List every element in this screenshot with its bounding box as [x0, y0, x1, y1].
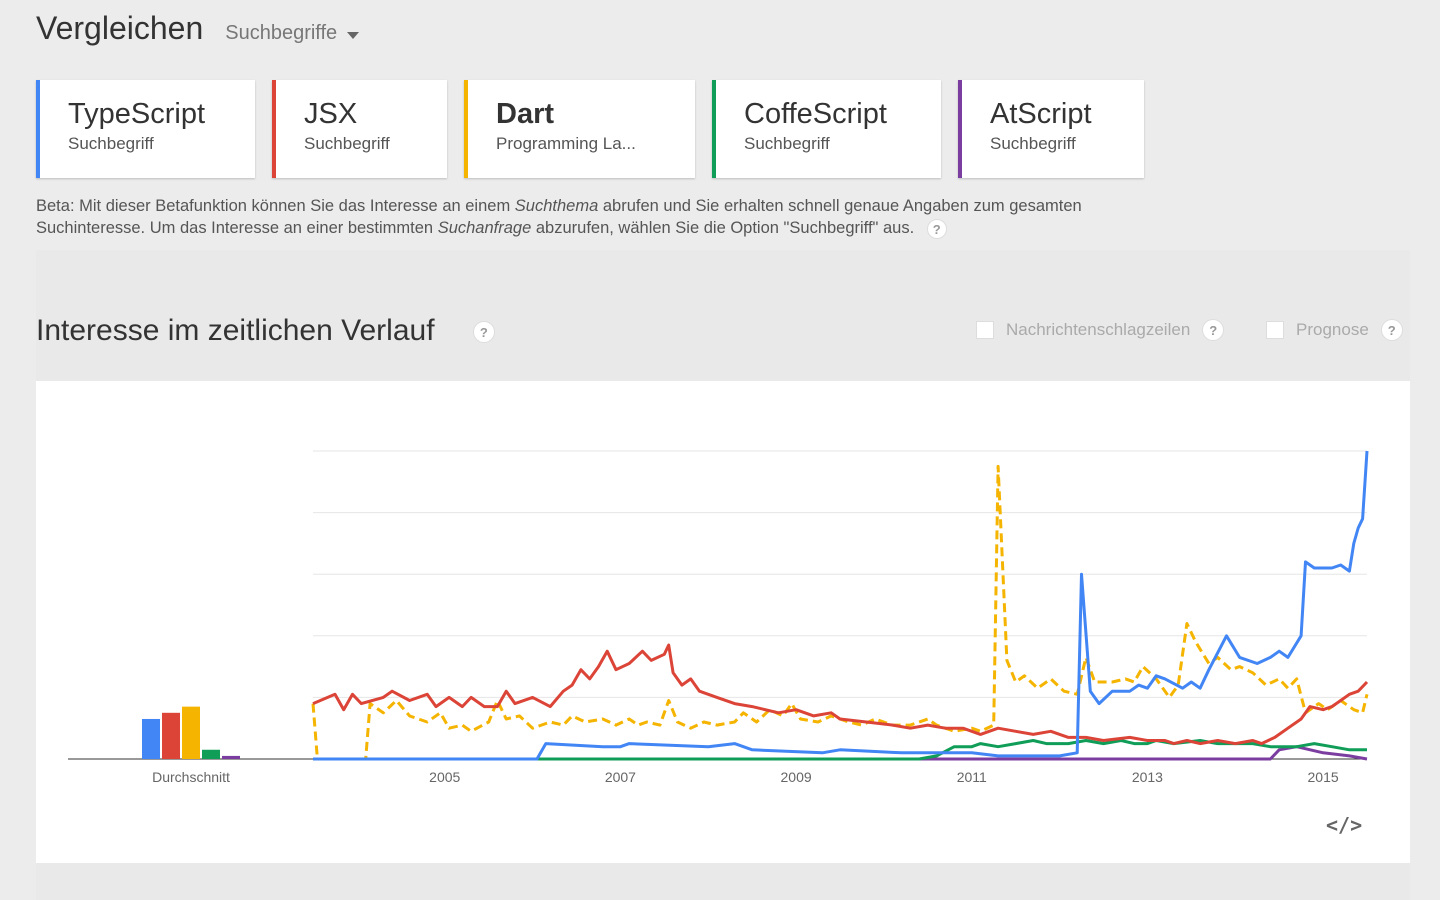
- average-bar: [142, 718, 160, 759]
- interest-chart: Durchschnitt 2005 2007 2009 2011 2013 2015 </>: [36, 381, 1410, 863]
- term-type: Suchbegriff: [68, 134, 154, 153]
- help-icon[interactable]: ?: [926, 218, 947, 239]
- series-line: [312, 643, 1369, 746]
- series-line: [313, 739, 1367, 761]
- average-bar: [162, 712, 180, 759]
- help-icon[interactable]: ?: [472, 321, 495, 344]
- x-tick-label: 2009: [781, 769, 812, 785]
- search-type-dropdown[interactable]: Suchbegriffe: [225, 22, 360, 45]
- term-card-typescript[interactable]: TypeScript Suchbegriff: [36, 80, 255, 178]
- x-tick-label: 2013: [1132, 769, 1163, 785]
- beta-text: Beta: Mit dieser Betafunktion können Sie…: [36, 197, 515, 215]
- x-tick-label: 2007: [605, 769, 636, 785]
- beta-notice: Beta: Mit dieser Betafunktion können Sie…: [36, 195, 1126, 239]
- caret-down-icon: [347, 32, 360, 39]
- term-color-bar: [464, 80, 468, 178]
- term-name: AtScript: [990, 98, 1092, 130]
- section-header: Interesse im zeitlichen Verlauf ?: [36, 314, 495, 348]
- term-name: JSX: [304, 98, 358, 130]
- term-card-dart[interactable]: Dart Programming La...: [464, 80, 695, 178]
- help-icon[interactable]: ?: [1380, 319, 1403, 341]
- help-icon[interactable]: ?: [1202, 319, 1225, 341]
- term-name: TypeScript: [68, 98, 205, 130]
- search-type-dropdown-label: Suchbegriffe: [225, 22, 338, 44]
- term-color-bar: [958, 80, 962, 178]
- term-type: Suchbegriff: [744, 134, 830, 153]
- news-headlines-option: Nachrichtenschlagzeilen ?: [976, 319, 1225, 341]
- beta-text: abrufen und Sie erhalten schnell genaue …: [36, 197, 1082, 237]
- term-color-bar: [272, 80, 276, 178]
- average-bar: [202, 749, 220, 759]
- term-name: CoffeScript: [744, 98, 887, 130]
- term-color-bar: [712, 80, 716, 178]
- x-tick-label: 2015: [1308, 769, 1339, 785]
- term-type: Programming La...: [496, 134, 636, 153]
- forecast-label: Prognose: [1296, 320, 1369, 339]
- forecast-checkbox[interactable]: [1266, 321, 1284, 339]
- x-tick-label: 2011: [957, 769, 987, 785]
- term-color-bar: [36, 80, 40, 178]
- section-title: Interesse im zeitlichen Verlauf: [36, 314, 435, 347]
- series-line: [313, 450, 1369, 761]
- embed-code-icon[interactable]: </>: [1326, 813, 1363, 837]
- header: Vergleichen Suchbegriffe: [36, 10, 360, 47]
- chart-svg: Durchschnitt 2005 2007 2009 2011 2013 2015: [68, 450, 1369, 785]
- beta-emphasis: Suchthema: [514, 197, 599, 215]
- beta-text: abzurufen, wählen Sie die Option "Suchbe…: [531, 219, 915, 237]
- term-card-coffescript[interactable]: CoffeScript Suchbegriff: [712, 80, 941, 178]
- average-label: Durchschnitt: [152, 769, 230, 785]
- term-name: Dart: [496, 98, 555, 130]
- term-card-jsx[interactable]: JSX Suchbegriff: [272, 80, 447, 178]
- forecast-option: Prognose ?: [1266, 319, 1403, 341]
- term-card-atscript[interactable]: AtScript Suchbegriff: [958, 80, 1144, 178]
- news-headlines-checkbox[interactable]: [976, 321, 994, 339]
- x-tick-label: 2005: [429, 769, 460, 785]
- beta-emphasis: Suchanfrage: [437, 219, 532, 237]
- term-type: Suchbegriff: [304, 134, 390, 153]
- news-headlines-label: Nachrichtenschlagzeilen: [1006, 320, 1191, 339]
- average-bar: [222, 755, 240, 759]
- term-type: Suchbegriff: [990, 134, 1076, 153]
- average-bar: [182, 706, 200, 759]
- page-title: Vergleichen: [36, 10, 204, 46]
- interest-over-time-section: Interesse im zeitlichen Verlauf ? Nachri…: [36, 250, 1410, 900]
- series-line: [311, 464, 1369, 761]
